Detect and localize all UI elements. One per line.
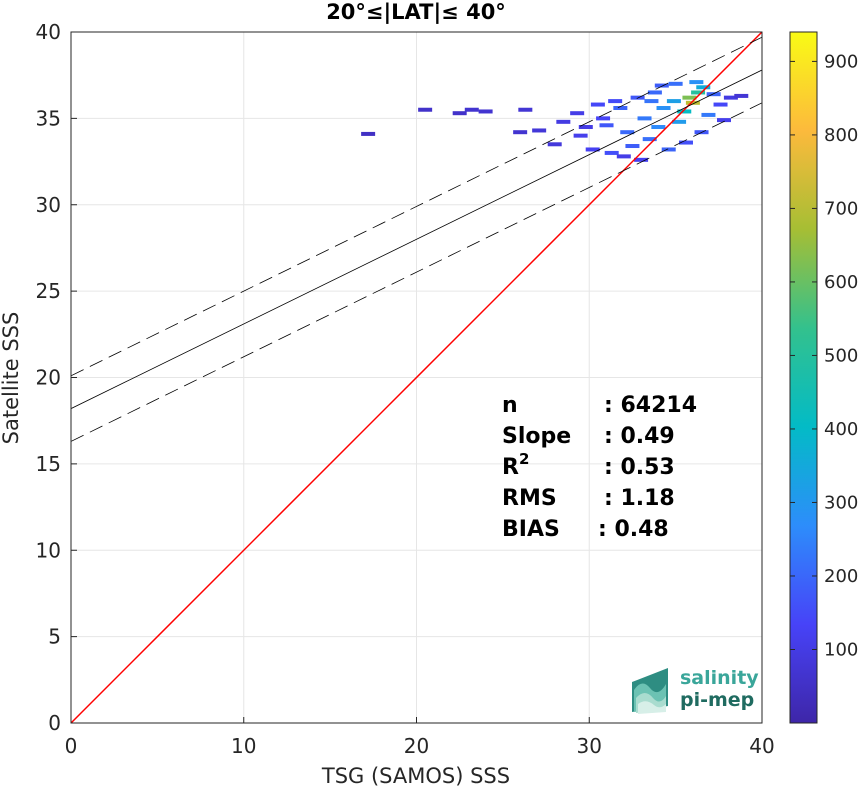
density-cell	[532, 128, 547, 133]
density-cell	[573, 133, 588, 138]
stat-value: : 0.49	[604, 424, 675, 449]
density-cell	[452, 111, 467, 116]
y-axis-title: Satellite SSS	[0, 312, 23, 445]
stat-label: n	[502, 393, 518, 418]
stat-label: RMS	[502, 486, 557, 511]
lower-confidence-line	[71, 102, 762, 442]
density-cell	[585, 147, 600, 152]
density-cell	[713, 102, 728, 107]
colorbar-tick-label: 300	[824, 492, 858, 513]
density-cell	[685, 100, 700, 105]
density-cell	[630, 95, 645, 100]
density-cell	[672, 119, 687, 124]
density-cell	[518, 107, 533, 112]
density-cell	[637, 116, 652, 121]
density-cell	[547, 142, 562, 147]
statistics-box: n : 64214 Slope : 0.49 R2 : 0.53 RMS : 1.18 BIAS…	[502, 393, 697, 542]
colorbar-tick-label: 400	[824, 419, 858, 440]
colorbar	[789, 31, 818, 724]
density-cell	[361, 131, 376, 136]
density-cell	[661, 147, 676, 152]
stat-label: BIAS	[502, 517, 560, 542]
density-cell	[677, 109, 692, 114]
density-cell	[716, 118, 731, 123]
density-cell	[682, 95, 697, 100]
upper-confidence-line	[71, 36, 762, 377]
colorbar-ticks: 100 200 300 400 500 600 700 800 900	[790, 51, 858, 660]
density-cell	[478, 109, 493, 114]
y-tick-label: 35	[36, 106, 61, 130]
y-axis: 0 5 10 15 20 25 30 35 40	[36, 20, 77, 735]
density-cell	[701, 112, 716, 117]
density-cell	[723, 95, 738, 100]
density-cell	[678, 140, 693, 145]
colorbar-tick-label: 500	[824, 345, 858, 366]
stat-label: R2	[502, 450, 529, 480]
colorbar-tick-label: 600	[824, 272, 858, 293]
y-tick-label: 20	[36, 366, 61, 390]
density-cell	[596, 116, 611, 121]
x-tick-label: 30	[577, 734, 602, 758]
x-axis-title: TSG (SAMOS) SSS	[321, 764, 510, 788]
logo-text-line1: salinity	[680, 667, 759, 689]
density-cell	[691, 90, 706, 95]
stat-value: : 0.53	[604, 455, 675, 480]
density-cell	[654, 83, 669, 88]
density-cell	[689, 80, 704, 85]
density-cell	[734, 93, 749, 98]
density-cell	[418, 107, 433, 112]
x-axis: 0 10 20 30 40	[65, 717, 775, 758]
density-cell	[625, 144, 640, 149]
x-tick-label: 0	[65, 734, 78, 758]
identity-line	[71, 32, 762, 723]
colorbar-tick-label: 700	[824, 198, 858, 219]
stat-value: : 64214	[604, 393, 697, 418]
density-cell	[656, 106, 671, 111]
density-cell	[668, 81, 683, 86]
density-cell	[620, 130, 635, 135]
y-tick-label: 30	[36, 193, 61, 217]
y-tick-label: 0	[48, 711, 61, 735]
density-cell	[570, 111, 585, 116]
density-cell	[513, 130, 528, 135]
density-cell	[604, 150, 619, 155]
logo: salinity pi-mep	[632, 667, 759, 714]
density-cell	[608, 99, 623, 104]
density-cell	[696, 85, 711, 90]
x-tick-label: 20	[404, 734, 429, 758]
y-tick-label: 10	[36, 538, 61, 562]
y-tick-label: 40	[36, 20, 61, 44]
stat-label: Slope	[502, 424, 571, 449]
density-cell	[556, 119, 571, 124]
stat-value: : 1.18	[604, 486, 675, 511]
logo-text-line2: pi-mep	[680, 689, 754, 711]
stat-value: : 0.48	[598, 517, 669, 542]
density-cell	[590, 102, 605, 107]
fit-line	[71, 69, 762, 409]
x-tick-label: 40	[749, 734, 774, 758]
density-cell	[642, 137, 657, 142]
density-cell	[706, 92, 721, 97]
density-cell	[464, 107, 479, 112]
density-cell	[647, 90, 662, 95]
density-cell	[666, 99, 681, 104]
y-tick-label: 25	[36, 279, 61, 303]
density-cell	[616, 154, 631, 159]
colorbar-tick-label: 100	[824, 639, 858, 660]
density-cell	[578, 125, 593, 130]
density-cell	[599, 123, 614, 128]
density-cell	[613, 106, 628, 111]
density-cell	[634, 157, 649, 162]
colorbar-tick-label: 200	[824, 566, 858, 587]
y-tick-label: 15	[36, 452, 61, 476]
chart-title: 20°≤|LAT|≤ 40°	[326, 0, 506, 25]
y-tick-label: 5	[48, 625, 61, 649]
x-tick-label: 10	[231, 734, 256, 758]
density-cell	[651, 125, 666, 130]
colorbar-tick-label: 800	[824, 125, 858, 146]
colorbar-tick-label: 900	[824, 51, 858, 72]
density-cell	[644, 99, 659, 104]
logo-waves-icon	[632, 668, 668, 714]
